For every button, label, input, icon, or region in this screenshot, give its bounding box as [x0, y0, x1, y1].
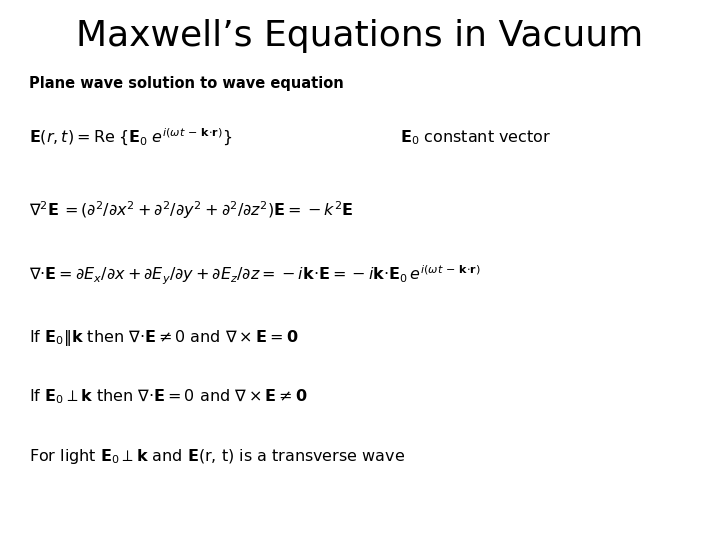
Text: $\nabla^2\mathbf{E}\,=(\partial^2/\partial x^2+\partial^2/\partial y^2+\partial^: $\nabla^2\mathbf{E}\,=(\partial^2/\parti…	[29, 200, 354, 221]
Text: $\nabla{\cdot}\mathbf{E}=\partial E_x/\partial x+\partial E_y/\partial y+\partia: $\nabla{\cdot}\mathbf{E}=\partial E_x/\p…	[29, 264, 481, 287]
Text: Maxwell’s Equations in Vacuum: Maxwell’s Equations in Vacuum	[76, 19, 644, 53]
Text: Plane wave solution to wave equation: Plane wave solution to wave equation	[29, 76, 343, 91]
Text: $\mathbf{E}(r, t) = \mathrm{Re}\;\{\mathbf{E}_0\; e^{i(\omega t\,-\,\mathbf{k}{\: $\mathbf{E}(r, t) = \mathrm{Re}\;\{\math…	[29, 127, 232, 148]
Text: For light $\mathbf{E}_0\perp\mathbf{k}$ and $\mathbf{E}$(r, t) is a transverse w: For light $\mathbf{E}_0\perp\mathbf{k}$ …	[29, 447, 405, 466]
Text: If $\mathbf{E}_0\perp\mathbf{k}$ then $\nabla{\cdot}\mathbf{E}=0$ and $\nabla\ti: If $\mathbf{E}_0\perp\mathbf{k}$ then $\…	[29, 388, 307, 406]
Text: $\mathbf{E}_0$ constant vector: $\mathbf{E}_0$ constant vector	[400, 129, 551, 147]
Text: If $\mathbf{E}_0 \| \mathbf{k}$ then $\nabla{\cdot}\mathbf{E}\neq 0$ and $\nabla: If $\mathbf{E}_0 \| \mathbf{k}$ then $\n…	[29, 327, 298, 348]
